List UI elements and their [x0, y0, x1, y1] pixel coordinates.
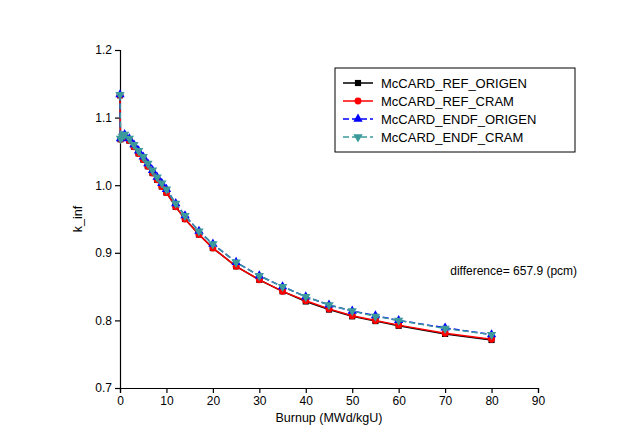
legend-label: McCARD_REF_ORIGEN — [381, 76, 527, 91]
legend-label: McCARD_REF_CRAM — [381, 94, 514, 109]
marker — [278, 284, 287, 292]
tick: 70 — [439, 388, 453, 408]
tick-mark — [306, 388, 307, 393]
y-axis-title: k_inf — [71, 205, 85, 232]
legend-label: McCARD_ENDF_ORIGEN — [381, 112, 536, 127]
tick-label: 10 — [160, 394, 174, 408]
tick: 90 — [532, 388, 546, 408]
marker — [115, 92, 124, 100]
tick-label: 0 — [117, 394, 124, 408]
tick: 30 — [253, 388, 267, 408]
plot: 0 10 20 30 40 50 60 70 80 90 0.7 0.8 0.9 1.0 1.1 1.2 — [95, 43, 545, 407]
tick-mark — [166, 388, 167, 393]
tick-label: 20 — [207, 394, 221, 408]
legend-box — [335, 68, 575, 152]
tick-mark — [115, 50, 120, 51]
tick: 40 — [300, 388, 314, 408]
tick: 0 — [117, 388, 124, 408]
marker — [440, 326, 449, 334]
legend: McCARD_REF_ORIGEN McCARD_REF_CRAM McCARD_E… — [335, 68, 575, 152]
tick: 0.9 — [95, 246, 120, 260]
tick: 0.7 — [95, 381, 120, 395]
legend-marker — [355, 80, 361, 86]
axis-line — [121, 389, 539, 394]
tick-label: 1.0 — [95, 179, 112, 193]
marker — [208, 241, 217, 249]
tick: 60 — [392, 388, 406, 408]
tick-mark — [352, 388, 353, 393]
tick-label: 60 — [392, 394, 406, 408]
chart: 0 10 20 30 40 50 60 70 80 90 0.7 0.8 0.9 1.0 1.1 1.2 Bur… — [0, 0, 624, 434]
tick-label: 50 — [346, 394, 360, 408]
tick-mark — [259, 388, 260, 393]
tick-label: 0.7 — [95, 381, 112, 395]
marker — [255, 273, 264, 281]
tick-mark — [115, 388, 120, 389]
x-axis: 0 10 20 30 40 50 60 70 80 90 — [117, 388, 545, 408]
tick-mark — [115, 185, 120, 186]
legend-marker — [353, 114, 362, 122]
tick: 10 — [160, 388, 174, 408]
tick-label: 0.9 — [95, 246, 112, 260]
marker — [162, 187, 171, 195]
tick-label: 40 — [300, 394, 314, 408]
tick-mark — [491, 388, 492, 393]
tick-mark — [115, 117, 120, 118]
x-axis-title: Burnup (MWd/kgU) — [276, 411, 383, 425]
marker — [171, 201, 180, 209]
tick: 20 — [207, 388, 221, 408]
tick-label: 30 — [253, 394, 267, 408]
legend-marker — [355, 98, 362, 105]
tick: 1.1 — [95, 111, 120, 125]
tick: 0.8 — [95, 314, 120, 328]
legend-marker — [353, 134, 362, 142]
tick-label: 0.8 — [95, 314, 112, 328]
tick: 50 — [346, 388, 360, 408]
tick-label: 1.1 — [95, 111, 112, 125]
marker — [348, 308, 357, 316]
annotation: difference= 657.9 (pcm) — [450, 264, 577, 278]
tick-mark — [115, 253, 120, 254]
tick-mark — [213, 388, 214, 393]
marker — [487, 332, 496, 340]
marker — [231, 260, 240, 268]
marker — [394, 318, 403, 326]
marker — [324, 302, 333, 310]
marker — [371, 314, 380, 322]
marker — [301, 294, 310, 302]
tick-mark — [445, 388, 446, 393]
tick-mark — [115, 320, 120, 321]
tick-mark — [399, 388, 400, 393]
tick-mark — [538, 388, 539, 393]
tick: 1.0 — [95, 179, 120, 193]
tick-label: 1.2 — [95, 43, 112, 57]
tick-label: 80 — [485, 394, 499, 408]
tick: 80 — [485, 388, 499, 408]
marker — [194, 228, 203, 236]
marker — [180, 213, 189, 221]
tick: 1.2 — [95, 43, 120, 57]
tick-label: 90 — [532, 394, 546, 408]
tick-label: 70 — [439, 394, 453, 408]
legend-label: McCARD_ENDF_CRAM — [381, 130, 523, 145]
